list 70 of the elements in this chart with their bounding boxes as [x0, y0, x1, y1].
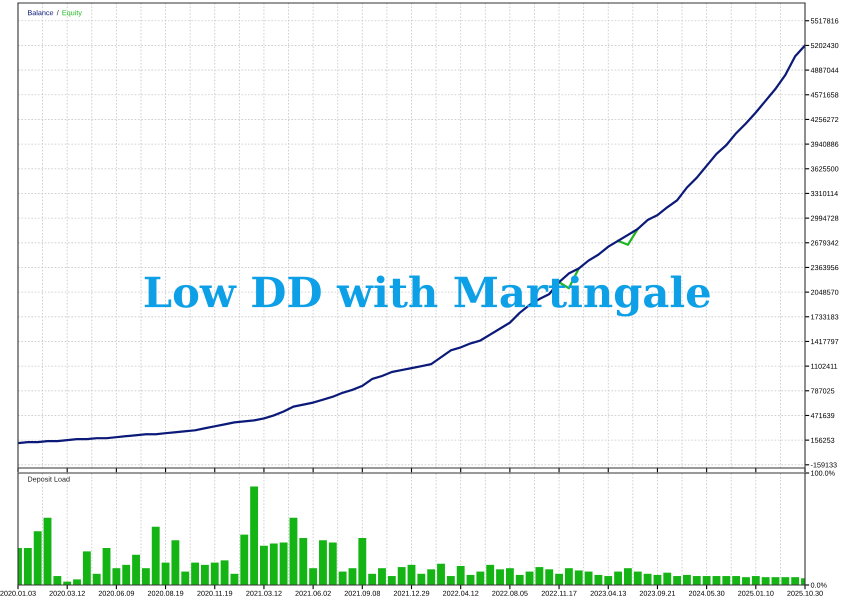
bar: [368, 574, 376, 585]
bar: [290, 518, 298, 585]
bar: [240, 534, 248, 585]
bar: [752, 576, 760, 585]
bar: [663, 572, 672, 585]
bar: [280, 542, 288, 585]
bar: [634, 572, 642, 585]
line-series: [18, 44, 805, 444]
bar: [162, 562, 170, 585]
bar: [132, 554, 140, 585]
bar: [535, 567, 544, 585]
bar: [496, 569, 504, 585]
bar: [270, 544, 278, 585]
bar: [102, 548, 110, 585]
bar: [732, 576, 740, 585]
bar: [112, 568, 120, 585]
bar: [73, 579, 81, 585]
bar: [702, 576, 711, 585]
bar: [338, 572, 347, 585]
bar: [555, 574, 563, 585]
bar: [191, 562, 200, 585]
bar: [210, 562, 219, 585]
bar: [309, 568, 318, 585]
bar: [171, 540, 180, 585]
bar: [142, 568, 150, 585]
bar: [348, 568, 356, 585]
bar: [486, 564, 494, 585]
bar: [526, 572, 534, 585]
bar: [437, 564, 445, 585]
bar: [683, 574, 691, 585]
bar: [516, 574, 524, 585]
bar: [604, 576, 612, 585]
bar: [200, 564, 209, 585]
bar: [328, 542, 337, 585]
bar: [574, 570, 583, 585]
bar: [260, 546, 268, 585]
bar: [722, 576, 730, 585]
bar: [624, 568, 632, 585]
bar: [230, 574, 238, 585]
bar: [762, 577, 770, 585]
bar: [82, 551, 91, 585]
bar: [446, 576, 455, 585]
bar: [250, 486, 258, 585]
bar: [378, 568, 386, 585]
bar: [44, 518, 52, 585]
bar: [466, 574, 474, 585]
bar: [712, 576, 720, 585]
bar: [319, 540, 327, 585]
bar: [506, 568, 514, 585]
bar: [181, 572, 190, 585]
bar: [408, 564, 416, 585]
bar: [152, 526, 160, 585]
bar: [220, 560, 229, 585]
bar: [772, 577, 780, 585]
bar: [692, 576, 701, 585]
bar: [545, 569, 554, 585]
bar: [476, 572, 484, 585]
bar: [742, 577, 750, 585]
bar: [53, 576, 62, 585]
bar: [673, 576, 682, 585]
bar: [299, 538, 308, 585]
bar: [564, 568, 573, 585]
bar: [358, 538, 366, 585]
bar: [644, 574, 652, 585]
bar: [584, 572, 593, 585]
bar: [456, 566, 465, 585]
bar: [654, 574, 662, 585]
bar: [614, 572, 622, 585]
bar: [594, 574, 602, 585]
bar: [122, 564, 130, 585]
